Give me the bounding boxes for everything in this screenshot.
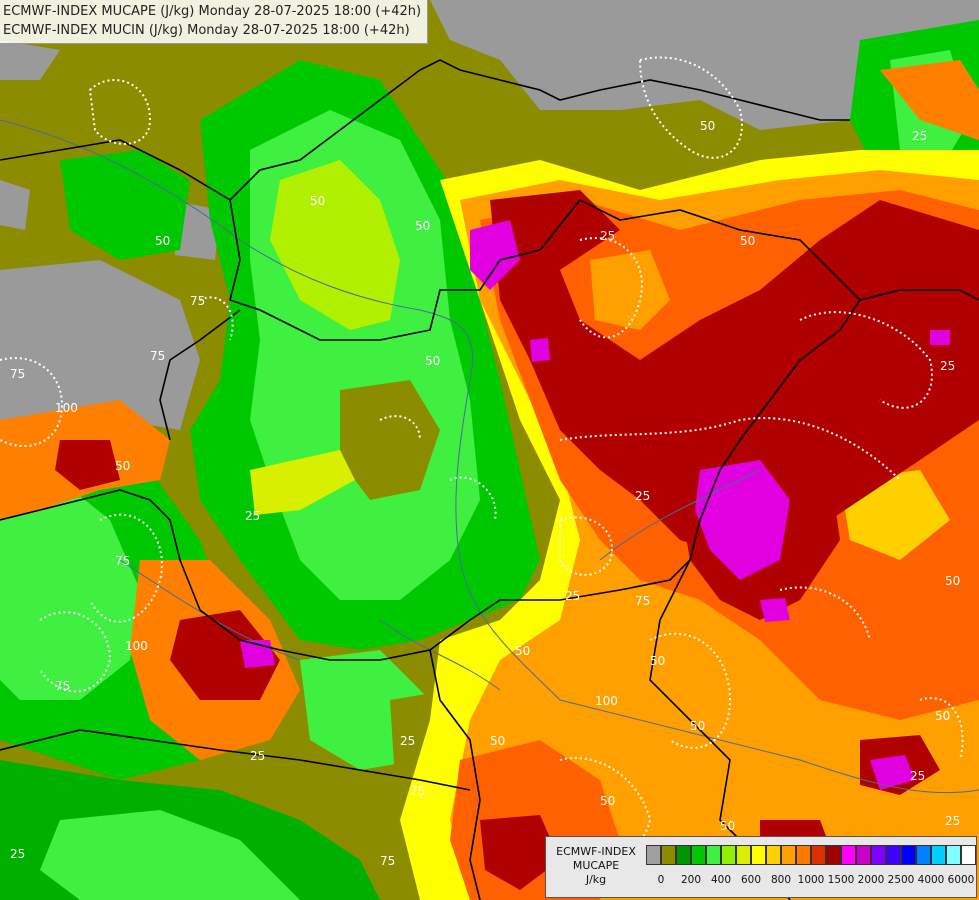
legend-swatch <box>706 845 721 865</box>
legend-swatch <box>871 845 886 865</box>
contour-label: 75 <box>10 367 25 381</box>
legend-swatch <box>931 845 946 865</box>
contour-label: 50 <box>700 119 715 133</box>
legend-swatch <box>841 845 856 865</box>
contour-label: 100 <box>595 694 618 708</box>
legend-swatch <box>736 845 751 865</box>
legend-swatch <box>811 845 826 865</box>
legend-tick-label: 6000 <box>947 874 975 886</box>
contour-label: 75 <box>150 349 165 363</box>
contour-label: 25 <box>912 129 927 143</box>
title-mucin: ECMWF-INDEX MUCIN (J/kg) Monday 28-07-20… <box>3 23 410 38</box>
legend-title-param: MUCAPE <box>572 859 620 872</box>
contour-label: 50 <box>155 234 170 248</box>
legend-swatch <box>946 845 961 865</box>
legend-swatches <box>646 845 976 865</box>
legend-swatch <box>901 845 916 865</box>
legend-unit: J/kg <box>585 873 607 886</box>
contour-label: 25 <box>600 229 615 243</box>
contour-label: 50 <box>740 234 755 248</box>
map-title-box: ECMWF-INDEX MUCAPE (J/kg) Monday 28-07-2… <box>0 0 429 44</box>
contour-label: 50 <box>650 654 665 668</box>
contour-label: 75 <box>55 679 70 693</box>
legend-swatch <box>961 845 976 865</box>
contour-label: 50 <box>415 219 430 233</box>
contour-label: 100 <box>55 401 78 415</box>
contour-label: 25 <box>910 769 925 783</box>
legend-tick-label: 2500 <box>887 874 915 886</box>
legend-swatch <box>796 845 811 865</box>
mucin-contour-labels: 50 25 50 75 50 25 50 75 100 50 25 25 50 … <box>10 119 960 868</box>
contour-label: 25 <box>940 359 955 373</box>
mucin-contours <box>0 56 964 861</box>
contour-label: 50 <box>945 574 960 588</box>
contour-label: 25 <box>245 509 260 523</box>
contour-label: 75 <box>190 294 205 308</box>
country-borders <box>0 59 979 900</box>
contour-label: 50 <box>690 719 705 733</box>
contour-label: 25 <box>400 734 415 748</box>
legend-tick-label: 1500 <box>827 874 855 886</box>
legend-title: ECMWF-INDEX MUCAPE J/kg <box>550 845 642 887</box>
contour-label: 25 <box>945 814 960 828</box>
color-legend: ECMWF-INDEX MUCAPE J/kg 0 200 400 600 800 100… <box>545 836 977 898</box>
legend-swatch <box>751 845 766 865</box>
legend-swatch <box>721 845 736 865</box>
legend-tick-label: 4000 <box>917 874 945 886</box>
contour-label: 50 <box>425 354 440 368</box>
legend-swatch <box>646 845 661 865</box>
legend-swatch <box>691 845 706 865</box>
contour-label: 100 <box>125 639 148 653</box>
legend-tick-label: 0 <box>657 874 665 886</box>
contour-label: 75 <box>635 594 650 608</box>
legend-ticks: 0 200 400 600 800 1000 1500 2000 2500 4000 6000 <box>646 874 976 890</box>
legend-swatch <box>766 845 781 865</box>
legend-title-model: ECMWF-INDEX <box>556 845 636 858</box>
contour-label: 50 <box>935 709 950 723</box>
legend-swatch <box>676 845 691 865</box>
contour-label: 50 <box>115 459 130 473</box>
contour-label: 50 <box>720 819 735 833</box>
legend-tick-label: 2000 <box>857 874 885 886</box>
legend-tick-label: 400 <box>710 874 732 886</box>
contour-label: 75 <box>380 854 395 868</box>
contour-label: 50 <box>600 794 615 808</box>
legend-tick-label: 200 <box>680 874 702 886</box>
legend-swatch <box>916 845 931 865</box>
contour-label: 75 <box>115 554 130 568</box>
contour-label: 50 <box>515 644 530 658</box>
legend-tick-label: 600 <box>740 874 762 886</box>
contour-label: 25 <box>635 489 650 503</box>
legend-swatch <box>661 845 676 865</box>
legend-swatch <box>826 845 841 865</box>
legend-swatch <box>856 845 871 865</box>
contour-label: 25 <box>565 589 580 603</box>
legend-swatch <box>781 845 796 865</box>
contour-label: 25 <box>10 847 25 861</box>
legend-tick-label: 1000 <box>797 874 825 886</box>
contour-label: 25 <box>250 749 265 763</box>
legend-swatch <box>886 845 901 865</box>
title-mucape: ECMWF-INDEX MUCAPE (J/kg) Monday 28-07-2… <box>3 4 422 19</box>
contour-label: 50 <box>310 194 325 208</box>
contour-label: 75 <box>410 784 425 798</box>
legend-tick-label: 800 <box>770 874 792 886</box>
contour-label: 50 <box>490 734 505 748</box>
